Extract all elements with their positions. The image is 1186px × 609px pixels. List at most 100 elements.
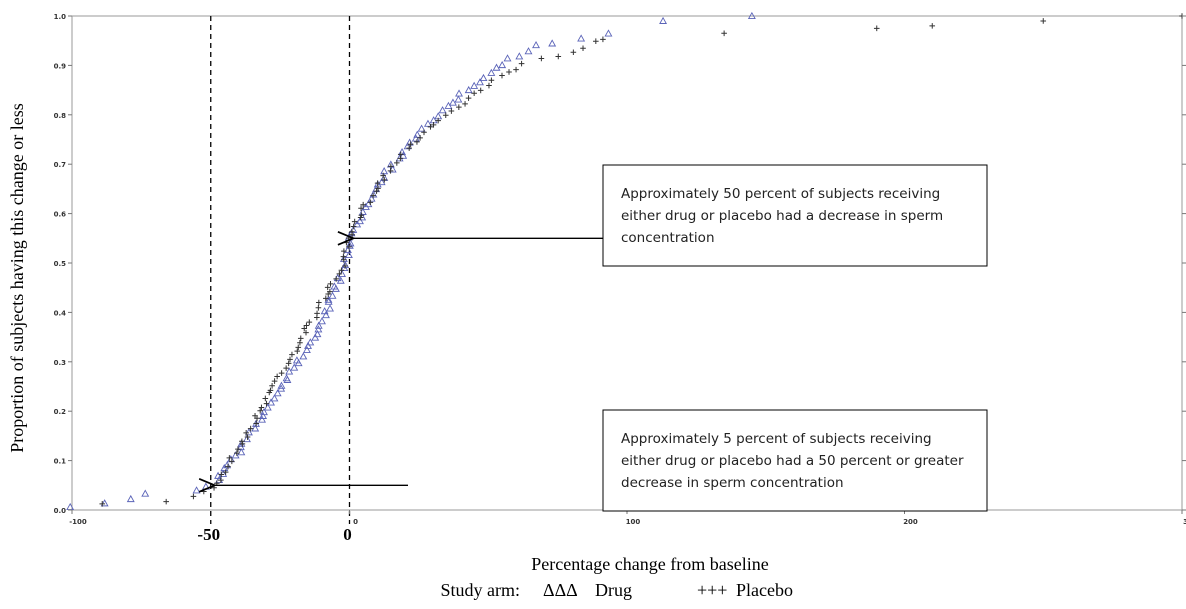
placebo-point [929, 23, 936, 29]
placebo-point [99, 501, 106, 507]
y-tick-label: 0.3 [54, 359, 67, 367]
placebo-point [375, 185, 381, 192]
placebo-point [333, 276, 339, 282]
y-tick-label: 0.9 [54, 62, 67, 70]
placebo-point [190, 493, 197, 500]
drug-point [405, 138, 414, 146]
y-tick-label: 0.5 [54, 260, 67, 268]
drug-point [328, 291, 337, 299]
placebo-point [351, 218, 358, 225]
placebo-point [394, 160, 400, 166]
drug-point [258, 415, 267, 423]
drug-point [377, 178, 386, 186]
drug-point [358, 207, 367, 215]
placebo-point [222, 469, 229, 475]
drug-point [487, 68, 496, 76]
drug-point [267, 398, 276, 406]
drug-point [285, 367, 294, 375]
placebo-point [163, 498, 169, 505]
placebo-point [267, 387, 274, 394]
placebo-point [499, 72, 505, 79]
placebo-point [274, 373, 280, 380]
placebo-point [306, 319, 313, 325]
drug-point [318, 317, 326, 325]
placebo-point [336, 271, 343, 277]
placebo-point [414, 139, 420, 145]
y-tick-label: 0.1 [54, 458, 67, 466]
drug-point [423, 119, 432, 127]
annotation-1: Approximately 5 percent of subjects rece… [215, 409, 988, 512]
y-tick-label: 0.2 [54, 408, 67, 416]
drug-point [747, 11, 756, 20]
placebo-point [294, 348, 301, 354]
drug-point [260, 407, 268, 416]
placebo-point [327, 281, 334, 287]
placebo-point [303, 322, 310, 329]
placebo-point [462, 101, 468, 107]
placebo-point [506, 69, 512, 75]
placebo-point [580, 45, 586, 52]
placebo-point [229, 458, 235, 465]
placebo-point [239, 438, 245, 445]
placebo-point [471, 90, 477, 97]
placebo-point [488, 77, 495, 84]
placebo-point [350, 223, 357, 230]
drug-point [455, 89, 463, 97]
drug-point [356, 217, 364, 225]
drug-point [282, 374, 291, 382]
annotation-0: Approximately 50 percent of subjects rec… [354, 164, 988, 267]
placebo-point [593, 38, 599, 44]
drug-point [244, 428, 253, 436]
placebo-point [253, 420, 259, 427]
placebo-point [341, 248, 347, 254]
drug-point [476, 78, 484, 86]
drug-point [324, 297, 333, 305]
placebo-point [297, 335, 304, 342]
x-tick-label: 30 [1183, 518, 1186, 526]
drug-point [263, 403, 272, 411]
drug-point [479, 73, 488, 82]
drug-point [313, 330, 322, 338]
drug-point [314, 321, 323, 329]
placebo-point [421, 129, 427, 136]
annotation-text-line: Approximately 5 percent of subjects rece… [621, 431, 932, 447]
drug-point [292, 356, 301, 364]
drug-point [344, 250, 353, 259]
annotation-text-line: concentration [621, 230, 715, 246]
drug-point [503, 54, 512, 62]
placebo-point [316, 299, 322, 306]
annotation-text-line: Approximately 50 percent of subjects rec… [621, 186, 940, 202]
placebo-point [226, 455, 233, 461]
x-tick-label: 100 [626, 518, 641, 526]
drug-point [380, 167, 389, 175]
drug-point [100, 499, 109, 507]
placebo-point [538, 55, 545, 62]
annotation-text-line: either drug or placebo had a decrease in… [621, 208, 943, 224]
y-tick-label: 1.0 [54, 13, 67, 21]
placebo-point [465, 95, 472, 101]
placebo-point [360, 201, 366, 208]
placebo-point [315, 304, 322, 311]
placebo-point [388, 163, 394, 170]
placebo-point [427, 124, 434, 130]
placebo-point [513, 66, 519, 73]
drug-point [498, 60, 507, 69]
drug-point [223, 461, 232, 469]
drug-point [524, 47, 533, 55]
placebo-point [287, 356, 293, 363]
placebo-point [301, 325, 308, 332]
drug-point [214, 471, 223, 479]
drug-point [126, 494, 135, 503]
drug-point [470, 81, 479, 89]
drug-point [399, 151, 408, 159]
placebo-point [370, 192, 376, 199]
drug-point [192, 486, 201, 494]
placebo-point [338, 267, 345, 274]
placebo-point [303, 329, 309, 336]
placebo-point [218, 471, 225, 478]
placebo-point [262, 395, 269, 402]
placebo-point [1040, 18, 1047, 24]
x-axis-label: Percentage change from baseline [531, 554, 768, 574]
placebo-point [297, 339, 303, 346]
annotation-text-line: either drug or placebo had a 50 percent … [621, 453, 964, 469]
